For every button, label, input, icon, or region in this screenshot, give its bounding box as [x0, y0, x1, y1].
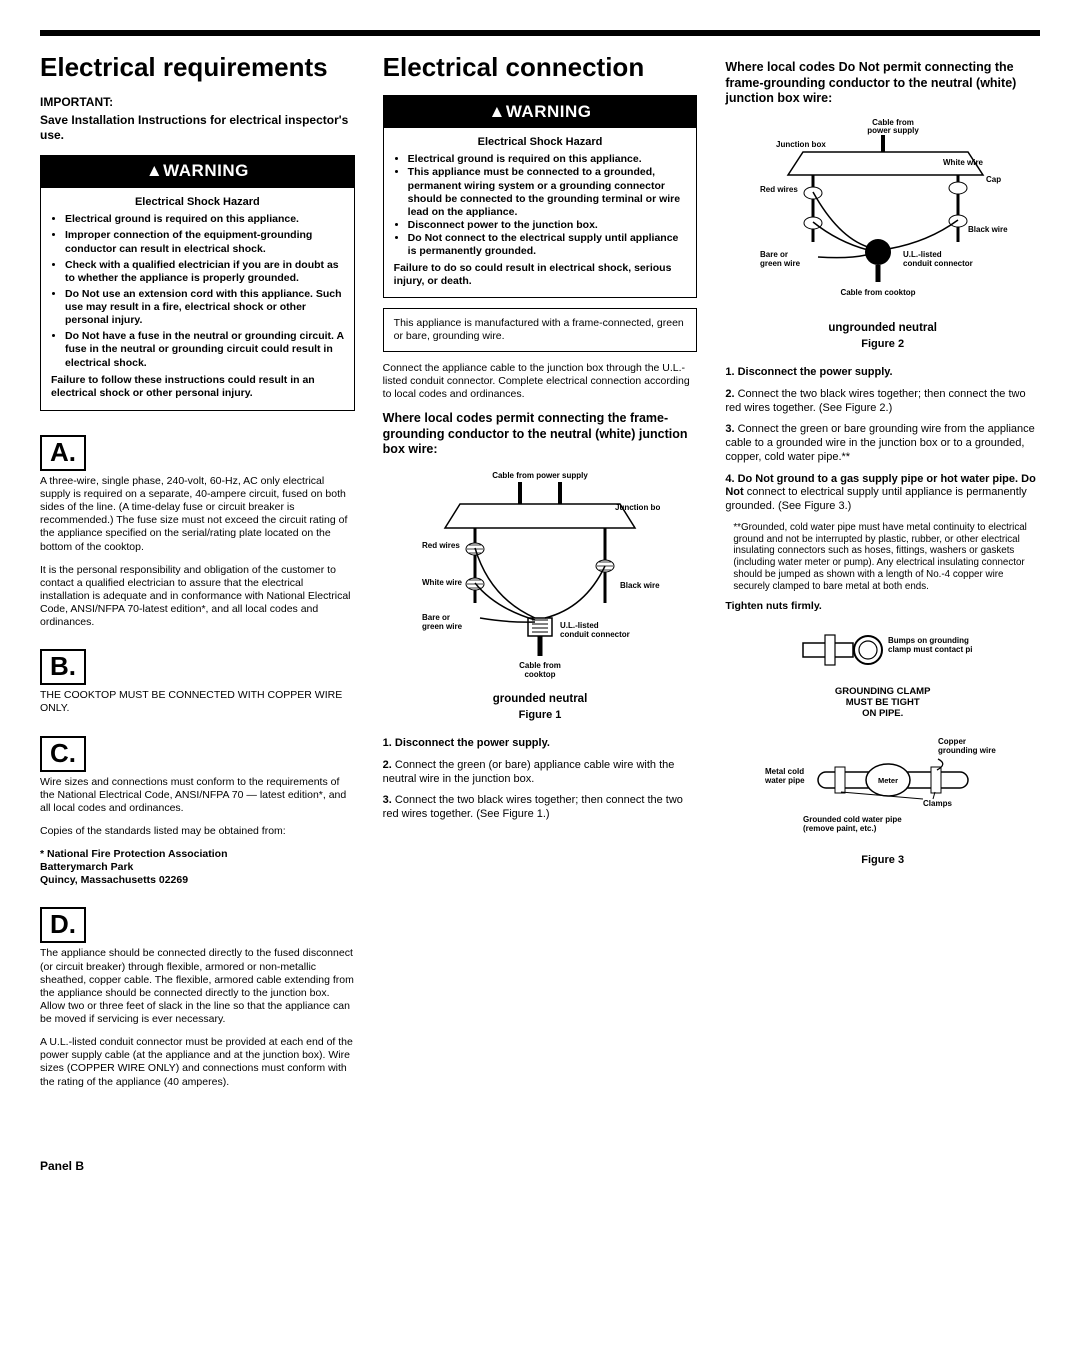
A-p2: It is the personal responsibility and ob… — [40, 564, 355, 630]
warn2-fail: Failure to do so could result in electri… — [394, 262, 687, 288]
f1-top: Cable from power supply — [492, 471, 588, 480]
s2-0: 1. Disconnect the power supply. — [725, 366, 1040, 380]
s1-2: 3. Connect the two black wires together;… — [383, 794, 698, 822]
f2-black: Black wires — [968, 225, 1008, 234]
svg-text:U.L.-listedconduit connector: U.L.-listedconduit connector — [903, 250, 973, 268]
figure-1: Cable from power supply Junction box Red… — [383, 468, 698, 723]
clamp-label: GROUNDING CLAMP MUST BE TIGHT ON PIPE. — [725, 687, 1040, 720]
f2-bottom: Cable from cooktop — [840, 288, 915, 297]
letter-D: D. — [40, 907, 86, 943]
column-3: Where local codes Do Not permit connecti… — [725, 54, 1040, 1099]
top-rule — [40, 30, 1040, 36]
f1-bare: Bare orgreen wire — [422, 613, 482, 631]
col2-title: Electrical connection — [383, 54, 698, 81]
frame-box: This appliance is manufactured with a fr… — [383, 308, 698, 352]
warn1-fail: Failure to follow these instructions cou… — [51, 374, 344, 400]
svg-text:Bumps on grounding c: Bumps on grounding clamp must contact pi… — [888, 636, 973, 654]
column-1: Electrical requirements IMPORTANT: Save … — [40, 54, 355, 1099]
warn1-item3: Do Not use an extension cord with this a… — [65, 288, 342, 326]
connect-para: Connect the appliance cable to the junct… — [383, 362, 698, 401]
f1-white: White wire — [422, 578, 463, 587]
svg-text:Cable fromcooktop: Cable fromcooktop — [519, 661, 561, 679]
warning-box-2-outer: ▲WARNING Electrical Shock Hazard Electri… — [383, 95, 698, 297]
s2-1: 2. Connect the two black wires together;… — [725, 388, 1040, 416]
D-p1: The appliance should be connected direct… — [40, 947, 355, 1026]
column-2: Electrical connection ▲WARNING Electrica… — [383, 54, 698, 1099]
s1-0: 1. Disconnect the power supply. — [383, 737, 550, 749]
warning-subhead-1: Electrical Shock Hazard — [51, 196, 344, 210]
svg-text:Bare orgreen wire: Bare orgreen wire — [760, 250, 801, 268]
warning-ribbon-2: ▲WARNING — [384, 96, 697, 127]
page-columns: Electrical requirements IMPORTANT: Save … — [40, 54, 1040, 1099]
clamp-svg: Bumps on grounding clamp must contact pi… — [793, 623, 973, 683]
figure-3: Coppergrounding wire Metal coldwater pip… — [725, 734, 1040, 868]
figure-2-svg: Cable frompower supply Junction box Whit… — [758, 117, 1008, 317]
warn1-item4: Do Not have a fuse in the neutral or gro… — [65, 330, 344, 368]
warn1-item2: Check with a qualified electrician if yo… — [65, 259, 339, 284]
letter-B: B. — [40, 649, 86, 685]
page-footer: Panel B — [40, 1159, 1040, 1174]
f1-jbox: Junction box — [615, 503, 660, 512]
f1-black: Black wires — [620, 581, 660, 590]
frame-box-text: This appliance is manufactured with a fr… — [394, 317, 684, 342]
save-instructions: Save Installation Instructions for elect… — [40, 113, 355, 143]
figure-2: Cable frompower supply Junction box Whit… — [725, 117, 1040, 352]
steps-2: 1. Disconnect the power supply. 2. Conne… — [725, 366, 1040, 514]
warn2-item0: Electrical ground is required on this ap… — [408, 153, 642, 165]
f2-red: Red wires — [760, 185, 798, 194]
f2-jbox: Junction box — [776, 140, 826, 149]
f3-clamps: Clamps — [923, 799, 952, 808]
warning-list-1: Electrical ground is required on this ap… — [57, 213, 344, 369]
tighten: Tighten nuts firmly. — [725, 600, 1040, 613]
fig2-name: ungrounded neutral — [725, 321, 1040, 335]
letter-C: C. — [40, 736, 86, 772]
f2-white: White wire — [943, 158, 984, 167]
warn1-item1: Improper connection of the equipment-gro… — [65, 229, 312, 254]
fig2-caption: Figure 2 — [725, 338, 1040, 352]
figure-3-svg: Coppergrounding wire Metal coldwater pip… — [763, 734, 1003, 844]
C-p1: Wire sizes and connections must conform … — [40, 776, 355, 815]
col1-title: Electrical requirements — [40, 54, 355, 81]
footnote: **Grounded, cold water pipe must have me… — [725, 522, 1040, 593]
important-label: IMPORTANT: — [40, 95, 355, 110]
warning-box-2: Electrical Shock Hazard Electrical groun… — [384, 128, 697, 297]
fig1-caption: Figure 1 — [383, 709, 698, 723]
D-p2: A U.L.-listed conduit connector must be … — [40, 1036, 355, 1089]
letter-A: A. — [40, 435, 86, 471]
svg-text:Grounded cold water pipe: Grounded cold water pipe (remove paint, … — [803, 815, 904, 833]
s2-2: 3. Connect the green or bare grounding w… — [725, 423, 1040, 464]
figure-1-svg: Cable from power supply Junction box Red… — [420, 468, 660, 688]
steps-1: 1. Disconnect the power supply. 2. Conne… — [383, 737, 698, 822]
clamp-figure: Bumps on grounding clamp must contact pi… — [725, 623, 1040, 720]
svg-text:Coppergrounding wire: Coppergrounding wire — [938, 737, 996, 755]
warning-ribbon-1: ▲WARNING — [40, 155, 355, 186]
warn2-item3: Do Not connect to the electrical supply … — [408, 232, 679, 257]
A-p1: A three-wire, single phase, 240-volt, 60… — [40, 475, 355, 554]
subhead-permit: Where local codes permit connecting the … — [383, 411, 698, 458]
f1-red: Red wires — [422, 541, 460, 550]
warn2-item1: This appliance must be connected to a gr… — [408, 166, 680, 217]
warning-box-1: Electrical Shock Hazard Electrical groun… — [40, 187, 355, 411]
warn2-item2: Disconnect power to the junction box. — [408, 219, 598, 231]
s1-1: 2. Connect the green (or bare) appliance… — [383, 759, 698, 787]
warning-list-2: Electrical ground is required on this ap… — [400, 153, 687, 258]
f3-meter: Meter — [878, 776, 898, 785]
fig3-caption: Figure 3 — [725, 854, 1040, 868]
C-addr: * National Fire Protection Association B… — [40, 848, 355, 887]
warn1-item0: Electrical ground is required on this ap… — [65, 213, 299, 225]
s2-3: 4. Do Not ground to a gas supply pipe or… — [725, 473, 1040, 514]
B-text: THE COOKTOP MUST BE CONNECTED WITH COPPE… — [40, 689, 355, 715]
warning-subhead-2: Electrical Shock Hazard — [394, 136, 687, 150]
svg-text:Metal coldwater pipe: Metal coldwater pipe — [764, 767, 805, 785]
fig1-name: grounded neutral — [383, 692, 698, 706]
f2-cap: Cap — [986, 175, 1001, 184]
C-p2: Copies of the standards listed may be ob… — [40, 825, 355, 838]
subhead-not-permit: Where local codes Do Not permit connecti… — [725, 60, 1040, 107]
svg-text:Cable frompower supply: Cable frompower supply — [867, 118, 919, 135]
svg-text:U.L.-listedconduit connector: U.L.-listedconduit connector — [560, 621, 630, 639]
